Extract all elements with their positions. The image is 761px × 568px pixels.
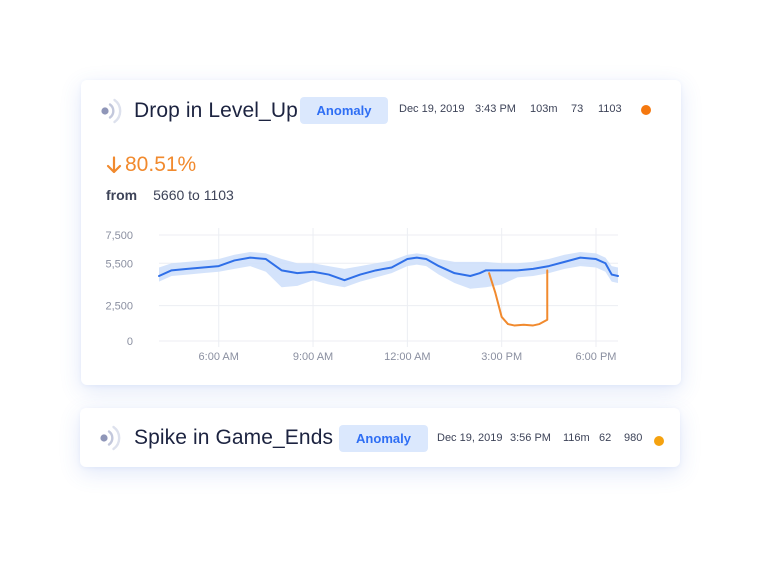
- from-row: from 5660 to 1103: [106, 187, 234, 203]
- x-tick-label: 6:00 PM: [576, 351, 617, 363]
- y-tick-label: 2,500: [105, 301, 133, 313]
- meta-time: 3:56 PM: [510, 432, 551, 444]
- meta-date: Dec 19, 2019: [437, 432, 503, 444]
- meta-date: Dec 19, 2019: [399, 103, 465, 115]
- meta-count: 73: [571, 103, 584, 115]
- x-tick-label: 6:00 AM: [199, 351, 239, 363]
- status-dot: [654, 436, 664, 446]
- y-tick-label: 0: [127, 336, 133, 348]
- meta-count: 62: [599, 432, 612, 444]
- anomaly-badge[interactable]: Anomaly: [339, 425, 428, 452]
- y-tick-label: 7,500: [105, 230, 133, 242]
- metric-series-line: [158, 256, 619, 282]
- arrow-down-icon: [106, 156, 122, 174]
- change-percent: 80.51%: [106, 153, 196, 177]
- meta-value: 1103: [598, 103, 622, 115]
- signal-broadcast-icon: [100, 425, 121, 451]
- meta-value: 980: [624, 432, 643, 444]
- from-label: from: [106, 187, 138, 203]
- card-title[interactable]: Drop in Level_Up: [134, 99, 298, 122]
- x-tick-label: 9:00 AM: [293, 351, 333, 363]
- y-tick-label: 5,500: [105, 258, 133, 270]
- anomaly-badge[interactable]: Anomaly: [300, 97, 388, 124]
- percent-value: 80.51%: [125, 153, 197, 176]
- expected-range-band: [159, 251, 618, 289]
- anomaly-card-game-ends[interactable]: Spike in Game_Ends Anomaly Dec 19, 2019 …: [80, 408, 680, 467]
- status-dot: [641, 105, 651, 115]
- meta-duration: 103m: [530, 103, 558, 115]
- x-tick-label: 3:00 PM: [481, 351, 522, 363]
- from-value: 5660 to 1103: [153, 187, 234, 203]
- metric-chart[interactable]: 7,500 5,500 2,500 0 6:00 AM 9:00 AM 12:00 AM 3…: [81, 80, 681, 385]
- anomaly-series-line: [488, 269, 549, 327]
- x-tick-label: 12:00 AM: [384, 351, 430, 363]
- meta-duration: 116m: [563, 432, 590, 444]
- meta-time: 3:43 PM: [475, 103, 516, 115]
- card-title[interactable]: Spike in Game_Ends: [134, 426, 334, 449]
- anomaly-card-level-up[interactable]: Drop in Level_Up Anomaly Dec 19, 2019 3:…: [81, 80, 681, 385]
- signal-broadcast-icon: [101, 98, 122, 124]
